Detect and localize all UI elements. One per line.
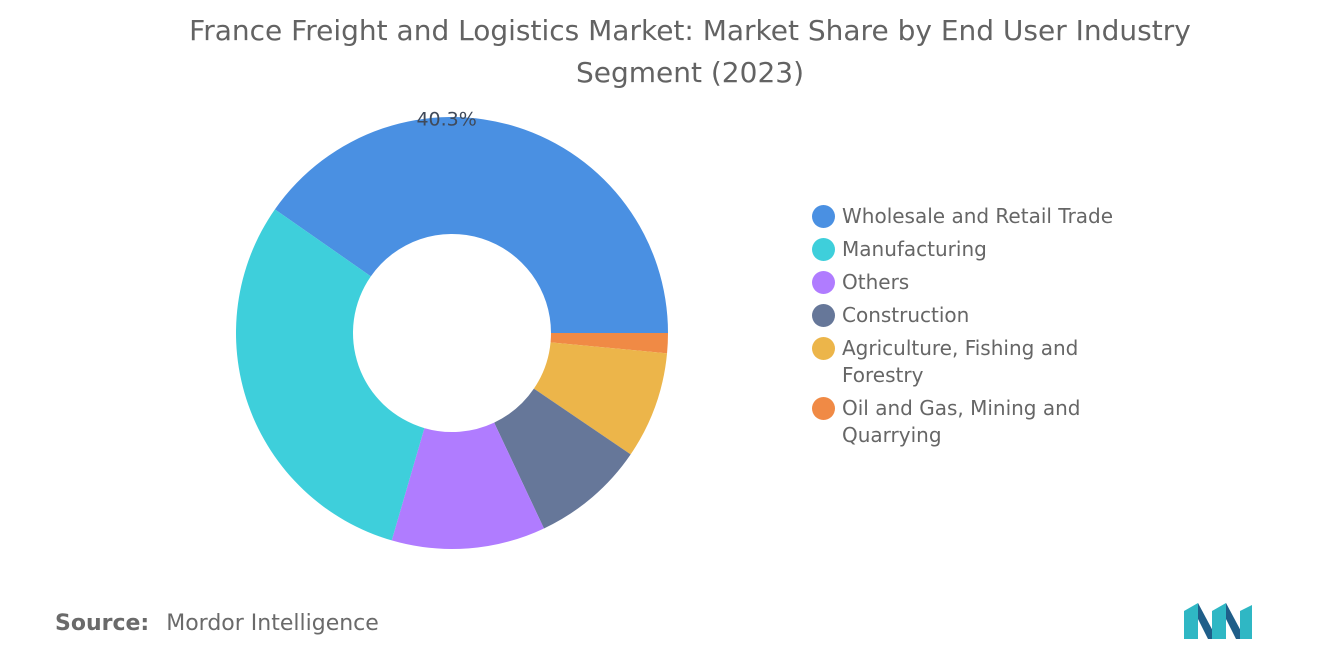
legend-swatch [812, 238, 835, 261]
donut-chart: 40.3% [235, 109, 668, 549]
legend-item-oil-gas[interactable]: Oil and Gas, Mining and Quarrying [812, 395, 1162, 449]
legend-label: Others [842, 270, 910, 294]
donut-slice[interactable] [391, 422, 544, 549]
legend-item-agriculture[interactable]: Agriculture, Fishing and Forestry [812, 335, 1162, 389]
donut-slice[interactable] [533, 342, 668, 455]
legend-swatch [812, 271, 835, 294]
legend-swatch [812, 205, 835, 228]
legend-item-manufacturing[interactable]: Manufacturing [812, 236, 1162, 263]
legend-item-wholesale[interactable]: Wholesale and Retail Trade [812, 203, 1162, 230]
legend-label: Construction [842, 303, 970, 327]
legend-swatch [812, 397, 835, 420]
legend-label: Wholesale and Retail Trade [842, 204, 1114, 228]
legend-label: Oil and Gas, Mining and Quarrying [842, 396, 1081, 447]
mordor-intelligence-logo-icon [1184, 603, 1252, 639]
donut-slice[interactable] [494, 388, 631, 529]
source-note: Source: Mordor Intelligence [55, 611, 379, 636]
donut-slice[interactable] [235, 209, 425, 541]
source-label: Source: [55, 611, 150, 636]
legend: Wholesale and Retail Trade Manufacturing… [812, 203, 1162, 455]
legend-item-construction[interactable]: Construction [812, 302, 1162, 329]
legend-swatch [812, 304, 835, 327]
legend-swatch [812, 337, 835, 360]
legend-label: Agriculture, Fishing and Forestry [842, 336, 1079, 387]
source-value: Mordor Intelligence [166, 611, 379, 636]
donut-slice[interactable] [274, 116, 668, 333]
chart-title: France Freight and Logistics Market: Mar… [189, 14, 1191, 89]
data-label: 40.3% [416, 109, 476, 131]
donut-slice[interactable] [550, 333, 668, 354]
legend-label: Manufacturing [842, 237, 987, 261]
legend-item-others[interactable]: Others [812, 269, 1162, 296]
